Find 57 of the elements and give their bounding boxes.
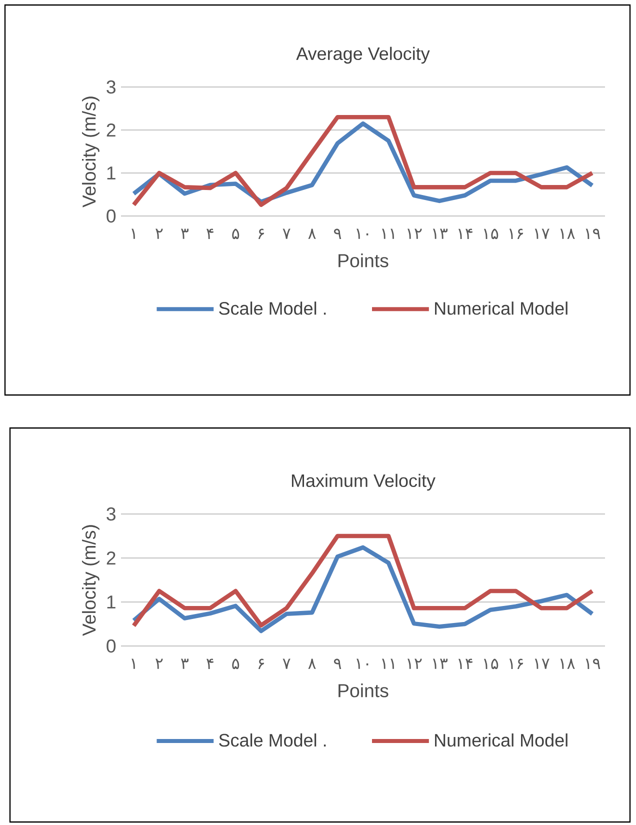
x-tick-label: ۱۹ [586,228,600,239]
x-tick-label: ۱۴ [458,228,472,239]
x-tick-label: ۱۸ [560,228,575,239]
x-tick-label: ۷ [282,658,290,669]
y-tick-label: 1 [107,596,116,608]
x-tick-label: ۱۷ [534,228,550,239]
x-tick-label: ۱۰ [356,228,368,239]
x-tick-label: ۷ [282,228,290,239]
x-tick-label: ۶ [258,228,264,239]
x-tick-label: ۲ [156,228,163,239]
x-tick-label: ۱ [132,658,135,669]
x-tick-label: ۱۳ [433,228,448,239]
x-tick-label: ۱۲ [408,228,422,239]
x-tick-label: ۱۹ [586,658,600,669]
x-tick-label: ۴ [206,228,214,239]
line-series [132,545,594,634]
legend-label: Numerical Model [435,733,568,747]
x-tick-label: ۱۱ [382,658,394,669]
x-tick-label: ۵ [232,228,240,240]
x-tick-label: ۶ [258,658,264,669]
legend-label: Scale Model . [219,302,326,315]
x-tick-label: ۳ [180,228,189,239]
x-tick-label: ۱۴ [458,658,472,669]
x-tick-label: ۱۷ [534,658,550,669]
x-axis-title: Points [338,254,388,268]
x-tick-label: ۴ [206,658,214,669]
x-tick-label: ۹ [334,658,342,669]
x-tick-label: ۱۵ [484,658,498,670]
x-tick-label: ۱۱ [382,228,394,239]
x-tick-label: ۱۸ [560,658,575,669]
y-tick-label: 0 [106,639,116,653]
legend-label: Numerical Model [435,302,568,315]
y-axis-title: Velocity (m/s) [82,96,100,208]
x-axis-title: Points [338,684,388,698]
y-tick-label: 3 [106,80,116,94]
x-tick-label: ۵ [232,658,240,670]
x-tick-label: ۱۰ [356,658,368,669]
legend-label: Scale Model . [219,733,326,747]
x-tick-label: ۲ [156,658,163,669]
y-tick-label: 2 [106,551,116,565]
y-tick-label: 0 [106,209,116,223]
x-tick-label: ۱۲ [408,658,422,669]
y-tick-label: 1 [107,166,116,180]
x-tick-label: ۸ [308,658,316,669]
x-tick-label: ۱۶ [509,658,523,669]
x-tick-label: ۱۵ [484,228,498,240]
x-tick-label: ۱ [132,228,135,239]
x-tick-label: ۱۳ [433,658,448,669]
y-axis-title: Velocity (m/s) [82,525,100,636]
y-tick-label: 3 [106,507,116,521]
y-tick-label: 2 [106,123,116,137]
x-tick-label: ۳ [180,658,189,669]
chart-title: Maximum Velocity [292,474,436,491]
x-tick-label: ۱۶ [509,228,523,239]
x-tick-label: ۹ [334,228,342,239]
chart-title: Average Velocity [296,46,430,64]
x-tick-label: ۸ [308,228,316,239]
